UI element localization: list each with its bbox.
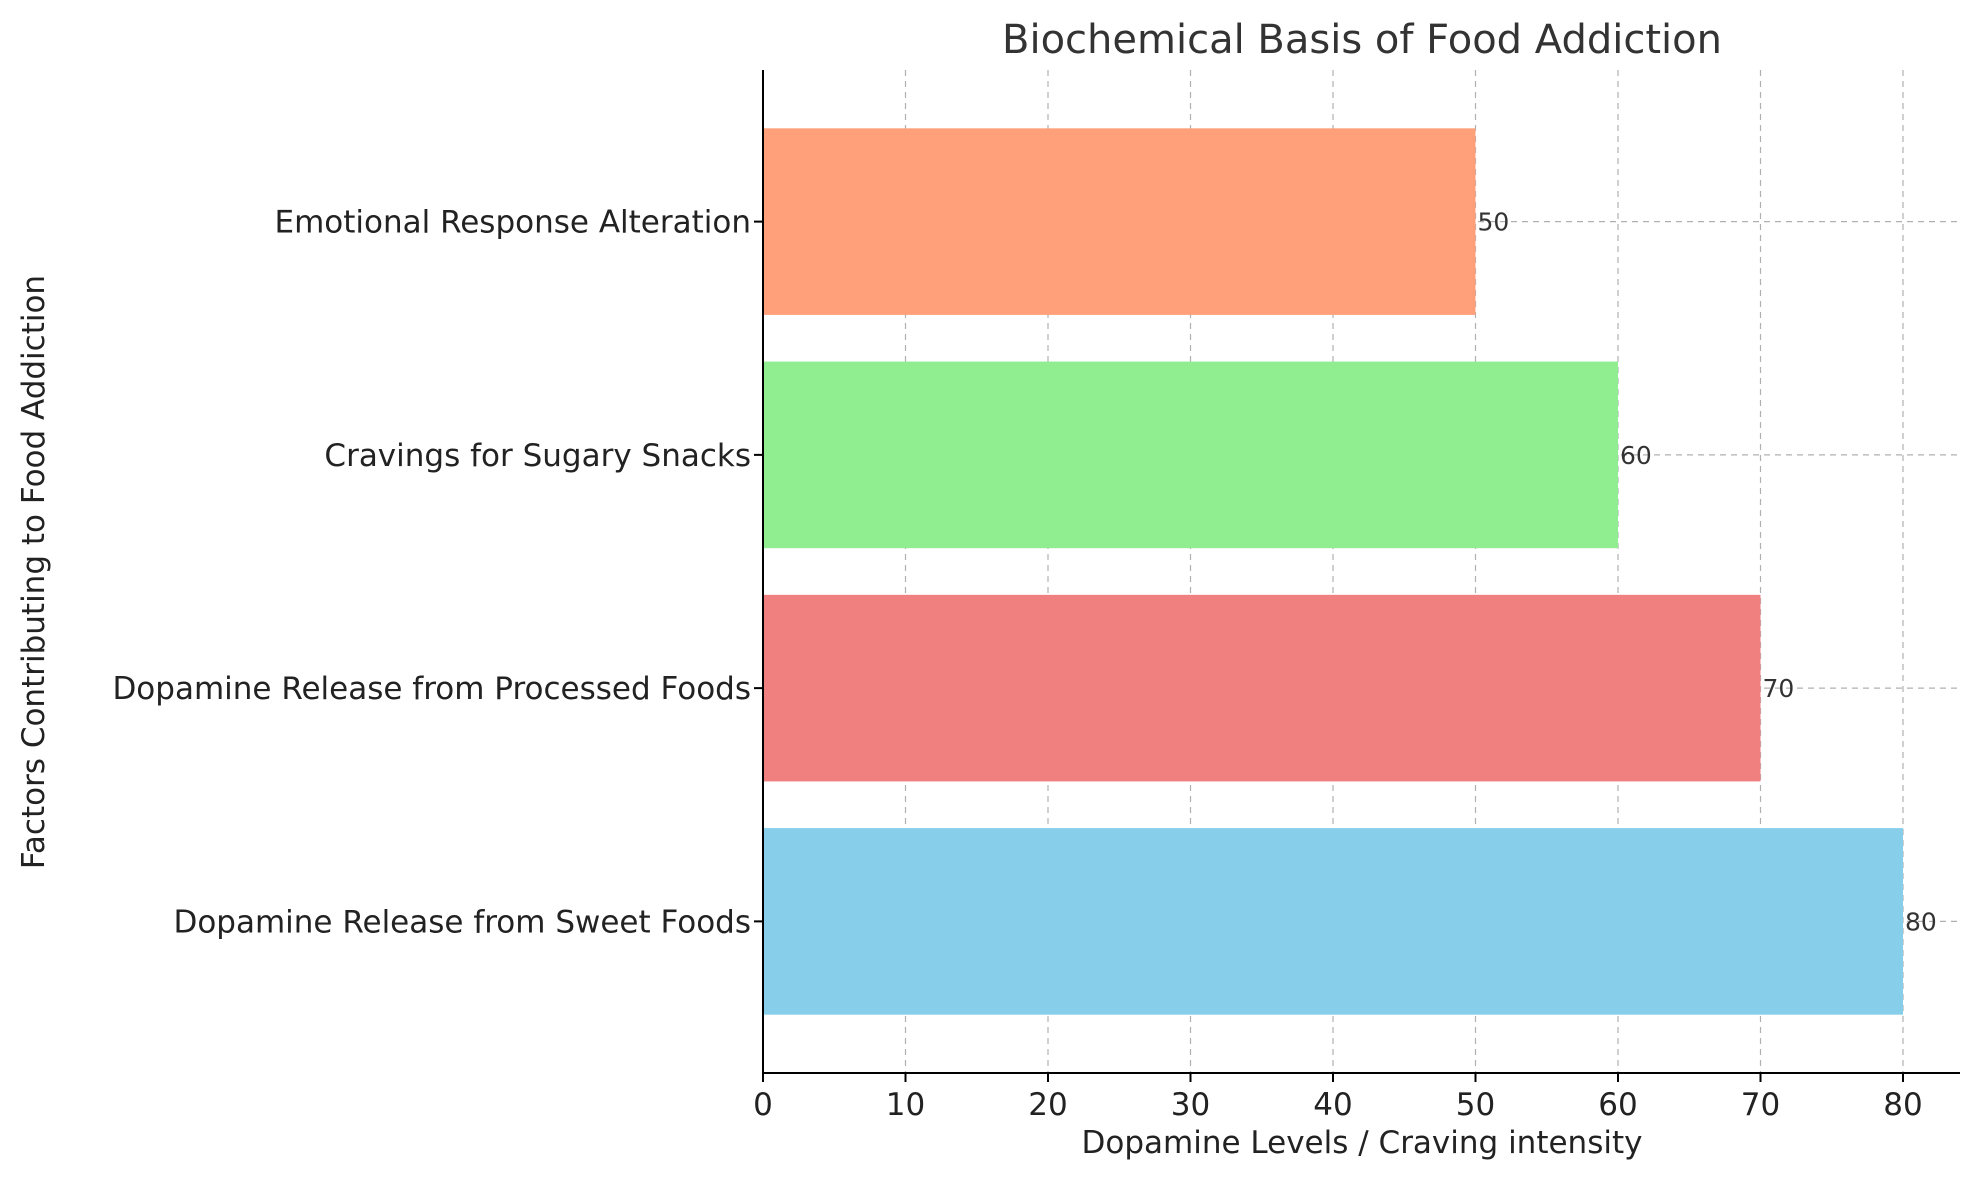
bar bbox=[763, 594, 1761, 782]
x-tick-label: 20 bbox=[1028, 1087, 1067, 1123]
chart-title: Biochemical Basis of Food Addiction bbox=[1002, 17, 1722, 63]
x-tick-label: 70 bbox=[1741, 1087, 1780, 1123]
x-tick-label: 50 bbox=[1456, 1087, 1495, 1123]
data-label: 50 bbox=[1478, 208, 1510, 237]
bar bbox=[763, 128, 1476, 315]
x-axis-title: Dopamine Levels / Craving intensity bbox=[1082, 1125, 1643, 1161]
category-label: Cravings for Sugary Snacks bbox=[324, 438, 751, 474]
bar-layer bbox=[763, 128, 1903, 1015]
x-tick-label: 0 bbox=[753, 1087, 773, 1123]
data-label: 80 bbox=[1905, 907, 1937, 936]
x-tick-label: 80 bbox=[1883, 1087, 1922, 1123]
x-tick-label: 30 bbox=[1171, 1087, 1210, 1123]
x-tick-label: 10 bbox=[886, 1087, 925, 1123]
tick-layer: 0 10 20 30 40 50 60 70 80 Dopamine Release from S… bbox=[112, 205, 1922, 1123]
category-label: Emotional Response Alteration bbox=[274, 205, 751, 241]
bar bbox=[763, 361, 1618, 549]
y-axis-title: Factors Contributing to Food Addiction bbox=[16, 275, 52, 869]
category-label: Dopamine Release from Processed Foods bbox=[112, 671, 751, 707]
bar bbox=[763, 828, 1903, 1015]
label-layer: 80 70 60 50 bbox=[1478, 208, 1937, 937]
data-label: 70 bbox=[1763, 674, 1795, 703]
category-label: Dopamine Release from Sweet Foods bbox=[173, 904, 751, 940]
data-label: 60 bbox=[1620, 441, 1652, 470]
x-tick-label: 40 bbox=[1313, 1087, 1352, 1123]
x-tick-label: 60 bbox=[1598, 1087, 1637, 1123]
